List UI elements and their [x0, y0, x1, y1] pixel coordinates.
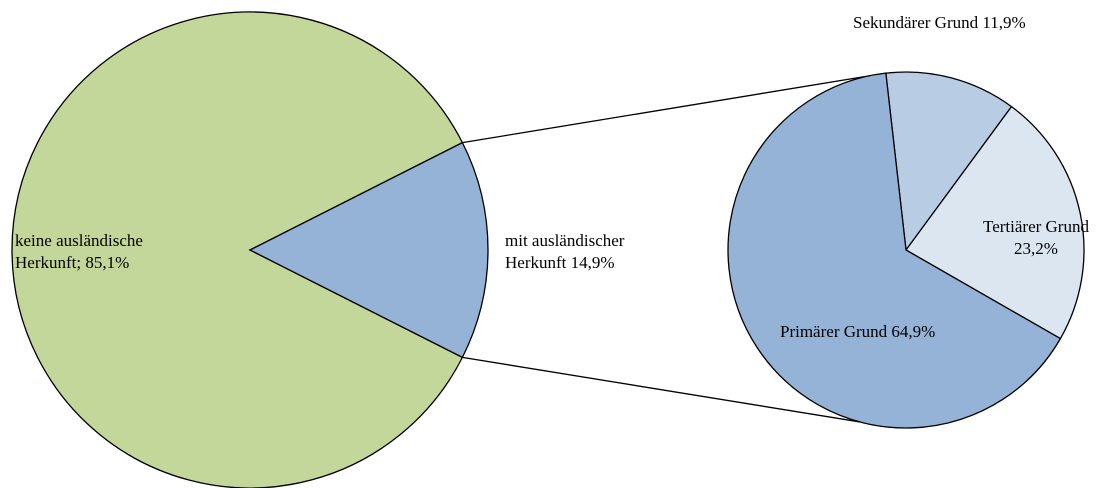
slice-sekundaerer-grund — [885, 71, 1013, 252]
slice-tertiaerer-grund — [905, 105, 1085, 340]
label-line: 23,2% — [1014, 239, 1058, 258]
label-line: Herkunft; 85,1% — [15, 253, 129, 272]
label-sekundaerer-grund: Sekundärer Grund 11,9% — [853, 13, 1026, 32]
label-tertiaerer-grund: Tertiärer Grund 23,2% — [983, 217, 1089, 258]
slice-keine-auslaendische-herkunft — [11, 11, 464, 488]
connector-line-bottom — [462, 356, 861, 423]
label-primaerer-grund: Primärer Grund 64,9% — [780, 322, 935, 341]
label-line: Primärer Grund 64,9% — [780, 322, 935, 341]
connector-line-top — [462, 72, 886, 144]
slice-mit-auslaendischer-herkunft — [248, 141, 489, 359]
label-line: mit ausländischer — [505, 231, 625, 250]
slice-labels: keine ausländische Herkunft; 85,1% mit aus… — [15, 13, 1089, 341]
label-line: Sekundärer Grund 11,9% — [853, 13, 1026, 32]
label-line: Tertiärer Grund — [983, 217, 1089, 236]
label-line: Herkunft 14,9% — [505, 253, 615, 272]
slice-primaerer-grund — [727, 72, 1062, 429]
label-mit-auslaendischer-herkunft: mit ausländischer Herkunft 14,9% — [505, 231, 625, 272]
main-pie — [11, 11, 489, 488]
connector-lines — [462, 72, 886, 423]
label-keine-auslaendische-herkunft: keine ausländische Herkunft; 85,1% — [15, 231, 143, 272]
sub-pie — [727, 71, 1085, 429]
label-line: keine ausländische — [15, 231, 143, 250]
